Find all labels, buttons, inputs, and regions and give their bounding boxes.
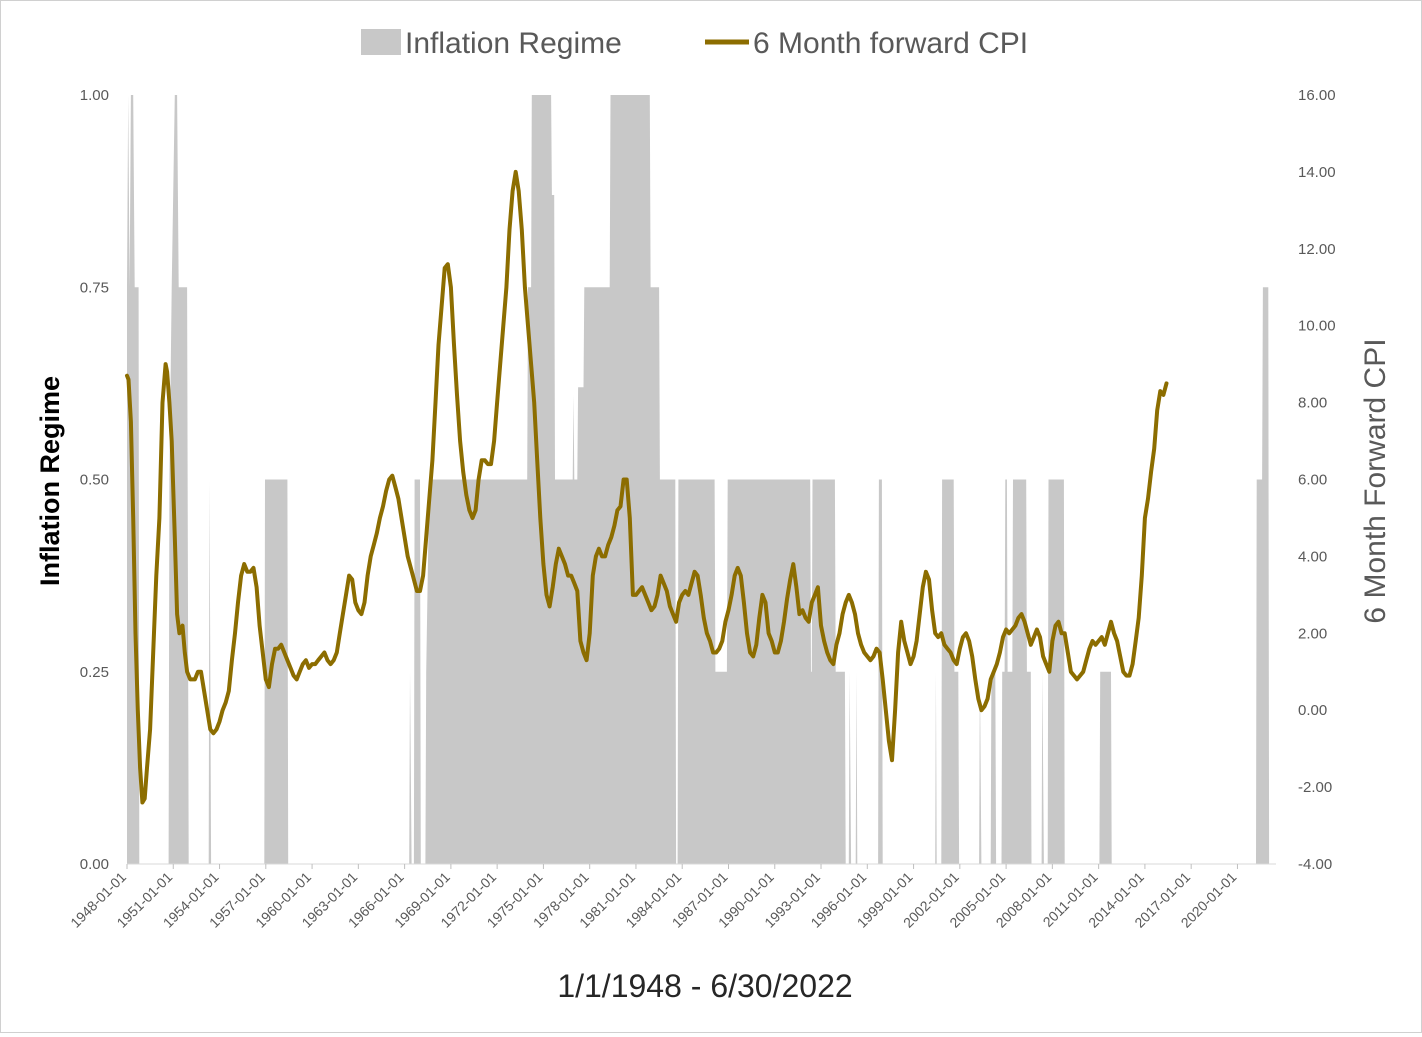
legend-area-swatch — [361, 29, 401, 55]
right-tick-label: 8.00 — [1298, 395, 1327, 412]
right-tick-label: -2.00 — [1298, 779, 1332, 796]
cpi-forward-line — [125, 169, 1169, 805]
right-tick-label: 0.00 — [1298, 702, 1327, 719]
x-axis-ticks: 1948-01-011951-01-011954-01-011957-01-01… — [67, 864, 1240, 931]
left-tick-label: 0.75 — [80, 279, 109, 296]
right-tick-label: 2.00 — [1298, 625, 1327, 642]
legend-line-label: 6 Month forward CPI — [753, 27, 1028, 60]
left-tick-label: 0.25 — [80, 664, 109, 681]
right-tick-label: 16.00 — [1298, 87, 1336, 104]
right-tick-label: -4.00 — [1298, 856, 1332, 873]
right-axis-ticks: -4.00 -2.00 0.00 2.00 4.00 6.00 8.00 10.00 12.00… — [1298, 87, 1336, 873]
x-axis-title: 1/1/1948 - 6/30/2022 — [557, 968, 852, 1004]
right-tick-label: 12.00 — [1298, 241, 1336, 258]
right-axis-title: 6 Month Forward CPI — [1359, 338, 1392, 623]
right-tick-label: 6.00 — [1298, 472, 1327, 489]
right-tick-label: 4.00 — [1298, 548, 1327, 565]
left-tick-label: 0.00 — [80, 856, 109, 873]
left-tick-label: 1.00 — [80, 87, 109, 104]
right-tick-label: 14.00 — [1298, 164, 1336, 181]
legend-area-label: Inflation Regime — [405, 27, 622, 60]
left-axis-ticks: 0.00 0.25 0.50 0.75 1.00 — [80, 87, 109, 873]
right-tick-label: 10.00 — [1298, 318, 1336, 335]
inflation-regime-area — [127, 95, 1270, 864]
cpi-line-layer — [125, 169, 1169, 805]
left-tick-label: 0.50 — [80, 472, 109, 489]
legend: Inflation Regime 6 Month forward CPI — [361, 27, 1028, 60]
left-axis-title: Inflation Regime — [35, 376, 65, 586]
inflation-regime-area-layer — [127, 95, 1270, 864]
